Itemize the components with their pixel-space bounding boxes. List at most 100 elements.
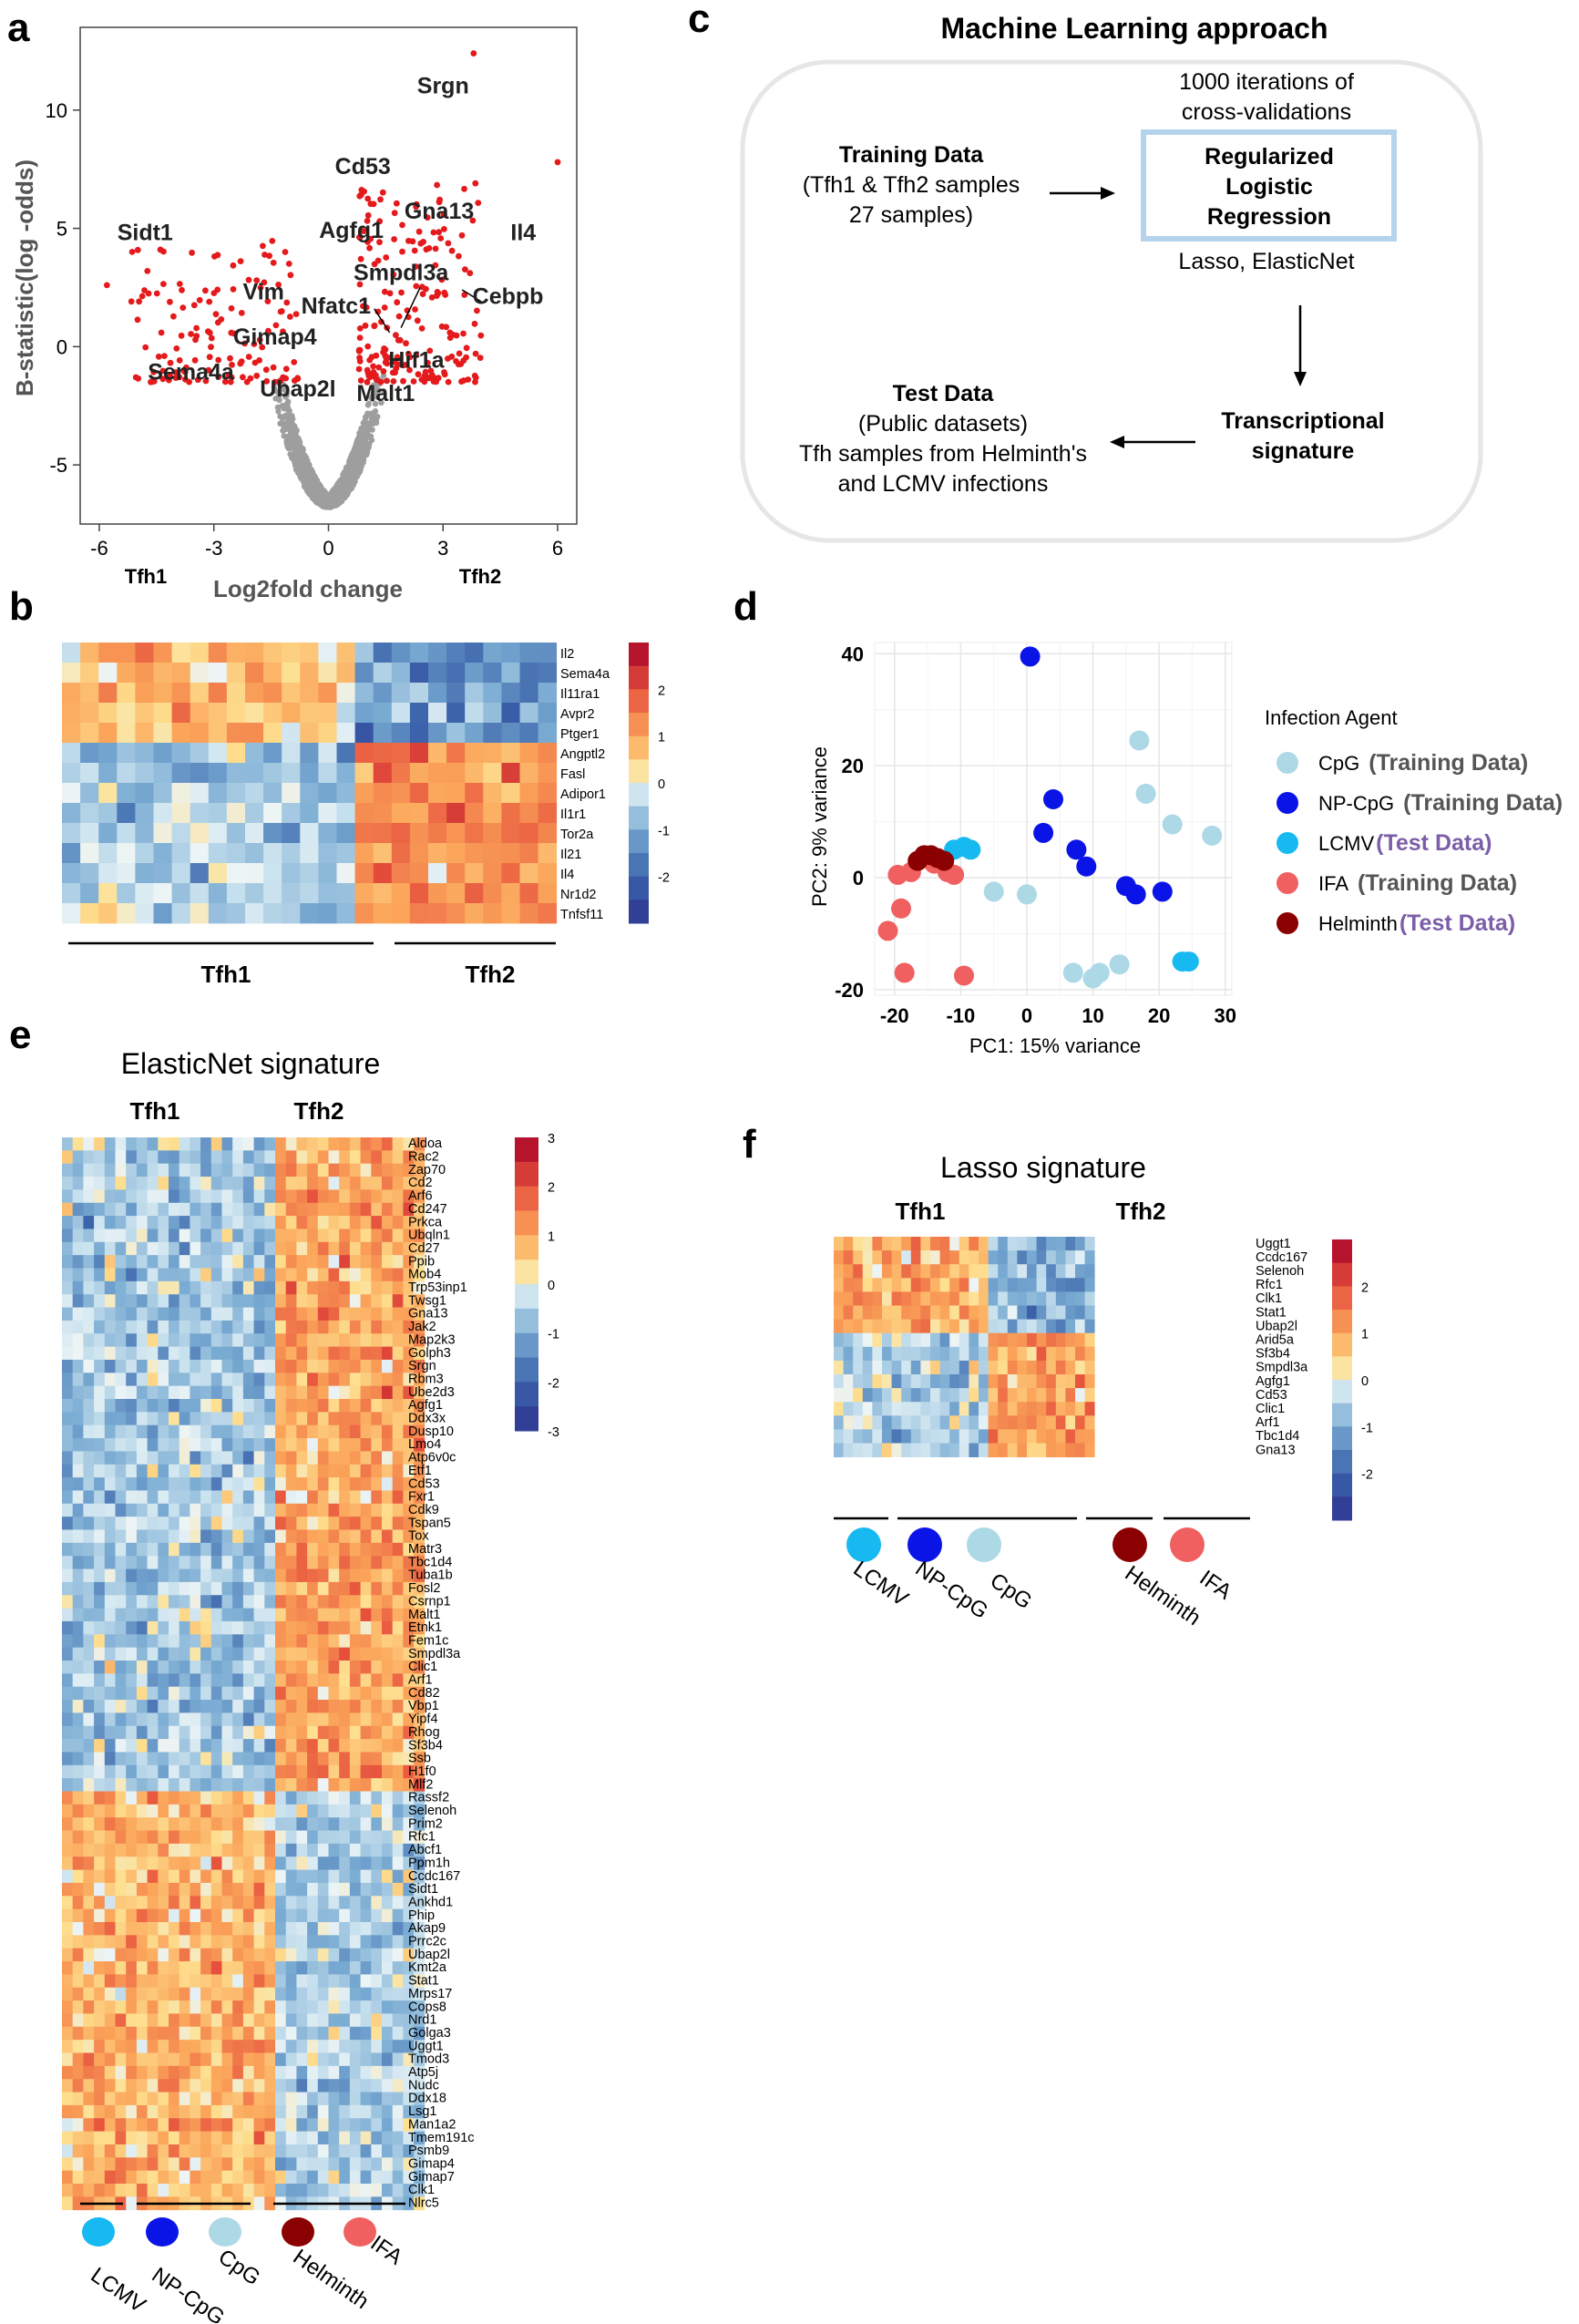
heatmap-cell xyxy=(179,1948,190,1962)
heatmap-cell xyxy=(465,723,484,744)
heatmap-cell xyxy=(392,2079,404,2093)
heatmap-cell xyxy=(382,1503,394,1517)
heatmap-cell xyxy=(242,1189,254,1204)
heatmap-cell xyxy=(519,823,538,844)
volcano-bg-point xyxy=(289,432,295,438)
heatmap-cell xyxy=(360,2052,372,2067)
heatmap-cell xyxy=(147,1712,159,1727)
volcano-bg-point xyxy=(275,393,282,399)
heatmap-cell xyxy=(72,1412,84,1426)
heatmap-cell xyxy=(264,1241,276,1256)
volcano-sig-point xyxy=(138,293,146,300)
heatmap-cell xyxy=(210,1804,222,1818)
heatmap-cell xyxy=(446,863,466,884)
heatmap-cell xyxy=(264,1700,276,1713)
heatmap-cell xyxy=(136,1451,148,1465)
heatmap-cell xyxy=(104,1490,116,1505)
heatmap-cell xyxy=(136,1320,148,1334)
heatmap-cell xyxy=(253,1673,265,1688)
heatmap-cell xyxy=(339,1843,351,1857)
heatmap-cell xyxy=(373,803,393,824)
heatmap-cell xyxy=(83,1948,95,1962)
panel-letter-e: e xyxy=(9,1013,31,1057)
heatmap-cell xyxy=(307,1987,319,2001)
heatmap-cell xyxy=(104,1189,116,1204)
heatmap-cell xyxy=(245,763,264,784)
heatmap-cell xyxy=(83,1529,95,1544)
heatmap-cell xyxy=(115,1882,127,1897)
heatmap-cell xyxy=(147,1830,159,1845)
heatmap-cell xyxy=(94,1987,106,2001)
heatmap-cell xyxy=(446,823,466,844)
colorbar-segment xyxy=(629,665,649,690)
heatmap-cell xyxy=(264,1634,276,1649)
heatmap-cell xyxy=(317,1843,329,1857)
heatmap-cell xyxy=(253,1961,265,1975)
heatmap-cell xyxy=(392,1346,404,1361)
heatmap-cell xyxy=(300,703,319,724)
heatmap-cell xyxy=(136,1150,148,1165)
heatmap-cell xyxy=(72,1556,84,1569)
colorbar-segment xyxy=(629,829,649,854)
heatmap-row-label: Il11ra1 xyxy=(560,687,600,702)
heatmap-cell xyxy=(62,643,81,663)
heatmap-cell xyxy=(282,863,301,884)
heatmap-cell xyxy=(285,1241,297,1256)
heatmap-cell xyxy=(392,1424,404,1439)
heatmap-cell xyxy=(83,1280,95,1295)
volcano-sig-point xyxy=(382,288,388,295)
heatmap-cell xyxy=(190,663,210,684)
volcano-bg-point xyxy=(378,399,384,406)
heatmap-cell xyxy=(94,1202,106,1217)
heatmap-cell xyxy=(126,2065,138,2080)
heatmap-cell xyxy=(115,1804,127,1818)
heatmap-cell xyxy=(147,1333,159,1347)
heatmap-cell xyxy=(307,1150,319,1165)
heatmap-cell xyxy=(94,1712,106,1727)
heatmap-cell xyxy=(336,803,355,824)
heatmap-cell xyxy=(392,1739,404,1753)
heatmap-cell xyxy=(169,1568,180,1583)
heatmap-cell xyxy=(169,1280,180,1295)
heatmap-cell xyxy=(126,1568,138,1583)
heatmap-cell xyxy=(62,2013,74,2028)
volcano-sig-point xyxy=(455,361,462,368)
heatmap-cell xyxy=(158,1817,169,1831)
heatmap-cell xyxy=(104,1373,116,1387)
panel-letter-a: a xyxy=(7,5,30,50)
heatmap-cell xyxy=(349,1961,361,1975)
heatmap-cell xyxy=(232,1700,244,1713)
heatmap-cell xyxy=(158,1791,169,1805)
heatmap-cell xyxy=(171,663,191,684)
panel-letter-b: b xyxy=(9,584,34,629)
heatmap-cell xyxy=(190,1412,201,1426)
heatmap-cell xyxy=(263,723,282,744)
heatmap-cell xyxy=(275,1542,287,1557)
pca-point-np-cpg xyxy=(1020,646,1041,667)
heatmap-cell xyxy=(169,2000,180,2014)
heatmap-cell xyxy=(126,1739,138,1753)
heatmap-cell xyxy=(147,1686,159,1701)
volcano-sig-point xyxy=(471,372,478,379)
heatmap-cell xyxy=(360,1529,372,1544)
heatmap-cell xyxy=(373,683,393,704)
heatmap-cell xyxy=(190,703,210,724)
heatmap-cell xyxy=(126,1438,138,1452)
heatmap-cell xyxy=(307,1830,319,1845)
heatmap-cell xyxy=(328,1503,340,1517)
heatmap-cell xyxy=(147,2065,159,2080)
heatmap-cell xyxy=(94,1595,106,1609)
heatmap-cell xyxy=(190,823,210,844)
volcano-sig-point xyxy=(190,302,198,309)
heatmap-cell xyxy=(263,703,282,724)
heatmap-cell xyxy=(263,743,282,764)
heatmap-cell xyxy=(171,863,191,884)
heatmap-cell xyxy=(169,1451,180,1465)
heatmap-cell xyxy=(221,1882,233,1897)
heatmap-cell xyxy=(391,663,411,684)
heatmap-cell xyxy=(242,1229,254,1243)
heatmap-cell xyxy=(307,1399,319,1413)
heatmap-cell xyxy=(317,1373,329,1387)
heatmap-cell xyxy=(190,763,210,784)
heatmap-cell xyxy=(147,1359,159,1373)
